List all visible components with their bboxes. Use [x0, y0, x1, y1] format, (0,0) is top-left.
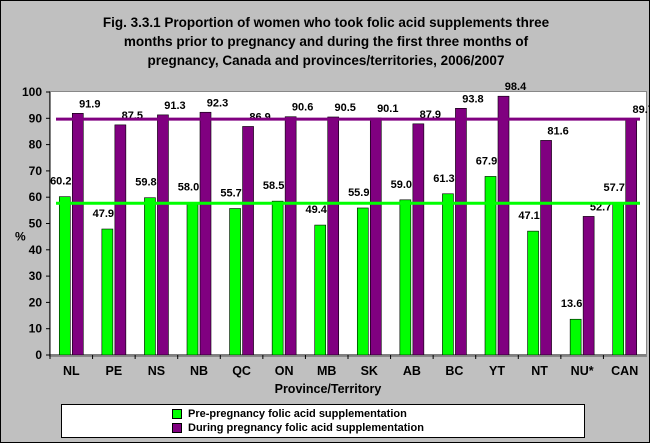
- x-tick-label-sk: SK: [361, 364, 378, 378]
- bar-pre-bc: [442, 193, 454, 356]
- bar-during-ab: [412, 123, 425, 356]
- bar-pre-nb: [186, 202, 199, 356]
- data-label-during-sk: 90.1: [377, 103, 398, 115]
- x-tick-label-nt: NT: [531, 364, 548, 378]
- data-label-pre-nt: 47.1: [518, 210, 539, 222]
- bar-during-pe: [114, 124, 127, 356]
- bar-during-nu: [582, 216, 595, 356]
- bar-during-can: [625, 118, 638, 356]
- bar-during-ns: [157, 114, 169, 356]
- legend-item-pre-pregnancy: Pre-pregnancy folic acid supplementation: [172, 407, 407, 421]
- legend-item-during-pregnancy: During pregnancy folic acid supplementat…: [172, 421, 424, 435]
- data-label-pre-nl: 60.2: [50, 176, 71, 188]
- x-tick-label-pe: PE: [106, 364, 123, 378]
- bar-during-qc: [242, 126, 254, 356]
- data-label-pre-on: 58.5: [263, 180, 284, 192]
- bar-pre-mb: [314, 224, 327, 356]
- data-label-pre-mb: 49.4: [306, 204, 328, 216]
- x-tick-label-ns: NS: [148, 364, 165, 378]
- x-tick-label-bc: BC: [445, 364, 463, 378]
- data-label-pre-yt: 67.9: [476, 155, 497, 167]
- data-label-pre-nb: 58.0: [178, 181, 199, 193]
- bar-pre-nu: [569, 318, 582, 356]
- bar-pre-qc: [229, 208, 241, 356]
- x-tick-label-can: CAN: [611, 364, 638, 378]
- data-label-during-ns: 91.3: [164, 100, 185, 112]
- chart-title-line-1: Fig. 3.3.1 Proportion of women who took …: [102, 15, 550, 30]
- bar-pre-ab: [399, 199, 412, 356]
- data-label-during-yt: 98.4: [505, 81, 527, 93]
- x-tick-label-nl: NL: [63, 364, 80, 378]
- x-tick-label-nb: NB: [190, 364, 208, 378]
- y-tick-label-10: 10: [29, 322, 43, 336]
- y-tick-label-50: 50: [29, 217, 43, 231]
- y-tick-label-90: 90: [29, 111, 43, 125]
- x-tick-label-yt: YT: [489, 364, 505, 378]
- legend-swatch-during-pregnancy: [172, 423, 182, 434]
- bar-pre-pe: [101, 228, 114, 356]
- y-tick-label-80: 80: [29, 138, 43, 152]
- data-label-pre-ab: 59.0: [391, 179, 412, 191]
- bar-pre-can: [612, 202, 625, 356]
- bar-during-sk: [369, 117, 382, 356]
- data-label-pre-pe: 47.9: [93, 208, 114, 220]
- bar-during-mb: [327, 116, 340, 356]
- chart-title-line-3: pregnancy, Canada and provinces/territor…: [147, 53, 505, 68]
- bar-pre-on: [271, 200, 284, 356]
- y-tick-label-30: 30: [29, 269, 43, 283]
- legend: Pre-pregnancy folic acid supplementation…: [61, 404, 585, 438]
- x-tick-label-qc: QC: [232, 364, 251, 378]
- bar-during-yt: [497, 95, 510, 356]
- y-tick-label-20: 20: [29, 295, 43, 309]
- data-label-pre-can: 57.7: [604, 182, 625, 194]
- data-label-during-nb: 92.3: [207, 97, 228, 109]
- data-label-during-nt: 81.6: [547, 125, 568, 137]
- bar-during-nt: [540, 140, 552, 356]
- bar-pre-ns: [144, 197, 156, 356]
- bar-pre-nt: [527, 230, 539, 356]
- data-label-during-mb: 90.5: [335, 102, 356, 114]
- bar-during-bc: [455, 108, 467, 356]
- bar-pre-sk: [356, 207, 369, 356]
- y-tick-label-70: 70: [29, 164, 43, 178]
- legend-label-pre-pregnancy: Pre-pregnancy folic acid supplementation: [188, 408, 407, 420]
- bar-during-nb: [199, 111, 212, 356]
- data-label-pre-ns: 59.8: [135, 177, 156, 189]
- data-label-pre-bc: 61.3: [433, 173, 454, 185]
- bar-pre-nl: [58, 196, 71, 356]
- data-label-pre-sk: 55.9: [348, 187, 369, 199]
- bar-during-nl: [71, 113, 84, 356]
- data-label-during-nl: 91.9: [79, 98, 100, 110]
- chart-title: Fig. 3.3.1 Proportion of women who took …: [41, 13, 611, 70]
- y-tick-label-40: 40: [29, 243, 43, 257]
- chart-title-line-2: months prior to pregnancy and during the…: [123, 34, 529, 49]
- data-label-pre-nu: 13.6: [561, 298, 582, 310]
- data-label-during-bc: 93.8: [462, 93, 483, 105]
- x-tick-label-nu: NU*: [571, 364, 594, 378]
- data-label-during-on: 90.6: [292, 102, 313, 114]
- data-label-during-qc: 86.9: [249, 111, 270, 123]
- x-axis-label: Province/Territory: [275, 382, 382, 396]
- x-tick-label-ab: AB: [403, 364, 421, 378]
- y-tick-label-0: 0: [35, 348, 42, 362]
- x-tick-label-on: ON: [275, 364, 294, 378]
- legend-swatch-pre-pregnancy: [172, 409, 182, 420]
- y-axis-label: %: [15, 230, 26, 244]
- y-tick-label-100: 100: [22, 85, 42, 99]
- bar-during-on: [284, 116, 297, 356]
- bar-pre-yt: [484, 176, 497, 356]
- x-tick-label-mb: MB: [317, 364, 336, 378]
- data-label-pre-qc: 55.7: [220, 188, 241, 200]
- y-tick-label-60: 60: [29, 190, 43, 204]
- legend-label-during-pregnancy: During pregnancy folic acid supplementat…: [188, 422, 424, 434]
- data-label-during-can: 89.7: [633, 104, 649, 116]
